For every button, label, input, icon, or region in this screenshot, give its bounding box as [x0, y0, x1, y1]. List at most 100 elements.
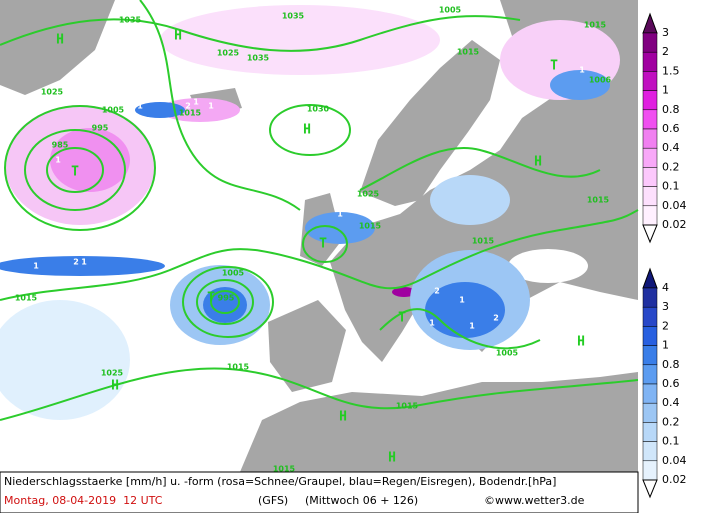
legend-label: 0.04	[662, 199, 687, 212]
legend-box	[642, 306, 658, 327]
isobar-label: 1015	[227, 363, 250, 372]
legend-label: 0.2	[662, 160, 680, 173]
legend-box	[642, 90, 658, 111]
isobar-label: 985	[52, 141, 69, 150]
isobar-label: 1015	[273, 465, 296, 474]
isobar-label: 1015	[587, 196, 610, 205]
date: Montag, 08-04-2019 12 UTC	[4, 494, 163, 507]
legend-box	[642, 147, 658, 168]
legend-label: 0.02	[662, 218, 687, 231]
legend-box	[642, 326, 658, 346]
legend-box	[642, 167, 658, 187]
legend-label: 3	[662, 300, 669, 313]
pressure-center: T	[319, 237, 327, 252]
legend-box	[642, 109, 658, 130]
legend-label: 2	[662, 45, 669, 58]
legend-box	[642, 205, 658, 226]
map: 1035 1035 1005 1015 1025 1035 1015 1006 1025 1005…	[0, 0, 639, 474]
isobar-label: 1015	[457, 48, 480, 57]
legend-arrow	[642, 267, 658, 289]
legend-box	[642, 364, 658, 385]
legend-box	[642, 51, 658, 72]
pressure-center: H	[56, 33, 64, 48]
legend-label: 0.6	[662, 377, 680, 390]
legend-label: 2	[662, 319, 669, 332]
precip-label: 2	[434, 287, 440, 296]
pressure-center: H	[303, 123, 311, 138]
precip-label: 1	[337, 210, 343, 219]
legend-label: 1	[662, 339, 669, 352]
isobar-label: 1035	[282, 12, 305, 21]
legend-label: 0.1	[662, 435, 680, 448]
legend-box	[642, 345, 658, 366]
isobar-label: 1025	[101, 369, 124, 378]
legend-arrow	[642, 224, 658, 244]
caption: Niederschlagsstaerke [mm/h] u. -form (ro…	[4, 475, 556, 488]
isobar-label: 1035	[247, 54, 270, 63]
legend-label: 0.2	[662, 415, 680, 428]
isobar-label: 1025	[357, 190, 380, 199]
isobar-label: 1015	[396, 402, 419, 411]
model: (GFS)	[258, 494, 288, 507]
isobar-label: 1025	[41, 88, 64, 97]
pressure-center: H	[339, 410, 347, 425]
legend-label: 0.4	[662, 141, 680, 154]
precip-label: 1	[469, 322, 475, 331]
isobar-label: 995	[218, 294, 235, 303]
run: (Mittwoch 06 + 126)	[305, 494, 418, 507]
legend-box	[642, 402, 658, 423]
pressure-center: H	[577, 335, 585, 350]
black-sea	[508, 249, 588, 283]
pressure-center: H	[388, 451, 396, 466]
legend-label: 0.1	[662, 180, 680, 193]
precip-label: 1	[193, 98, 199, 107]
pressure-center: H	[174, 29, 182, 44]
isobar-label: 1005	[222, 269, 245, 278]
isobars	[0, 0, 639, 421]
legend-box	[642, 422, 658, 442]
legend-box	[642, 383, 658, 404]
legend-box	[642, 32, 658, 53]
legend-label: 0.8	[662, 103, 680, 116]
legend-label: 4	[662, 281, 669, 294]
legend-label: 0.02	[662, 473, 687, 486]
legend-box	[642, 287, 658, 308]
legend-label: 1.5	[662, 64, 680, 77]
precip-label: 1	[33, 262, 39, 271]
precip-label: 1	[81, 258, 87, 267]
isobar-label: 1006	[589, 76, 612, 85]
isobar-label: 1015	[472, 237, 495, 246]
legend-label: 0.8	[662, 358, 680, 371]
precip-label: 1	[459, 296, 465, 305]
legend-box	[642, 441, 658, 462]
precip-label: 1	[208, 102, 214, 111]
legend-box	[642, 128, 658, 149]
legend-label: 3	[662, 26, 669, 39]
pressure-center: T	[398, 311, 406, 326]
precip-label: 1	[429, 319, 435, 328]
pressure-center: H	[534, 155, 542, 170]
site: ©www.wetter3.de	[484, 494, 585, 507]
isobar-label: 1015	[179, 109, 202, 118]
precip-label: 2	[185, 102, 191, 111]
isobar-label: 1015	[584, 21, 607, 30]
pressure-center: H	[111, 379, 119, 394]
isobar-label: 1025	[217, 49, 240, 58]
legend-label: 0.04	[662, 454, 687, 467]
legend-label: 0.4	[662, 396, 680, 409]
legend-box	[642, 186, 658, 207]
legends: 3 2 1.5 1 0.8 0.6 0.4 0.2 0.1 0.04 0.02 4 3 2 1 0.8 0.6 0…	[642, 12, 687, 499]
isobar-label: 1005	[102, 106, 125, 115]
isobar-label: 1015	[15, 294, 38, 303]
legend-label: 0.6	[662, 122, 680, 135]
precip-label: 2	[493, 314, 499, 323]
isobar-label: 1035	[119, 16, 142, 25]
isobar-label: 1005	[439, 6, 462, 15]
legend-arrow	[642, 479, 658, 499]
footer: Niederschlagsstaerke [mm/h] u. -form (ro…	[0, 471, 639, 513]
legend-arrow	[642, 12, 658, 34]
precip-label: 1	[137, 102, 143, 111]
isobar-label: 1005	[496, 349, 519, 358]
precip-label: 2	[73, 258, 79, 267]
